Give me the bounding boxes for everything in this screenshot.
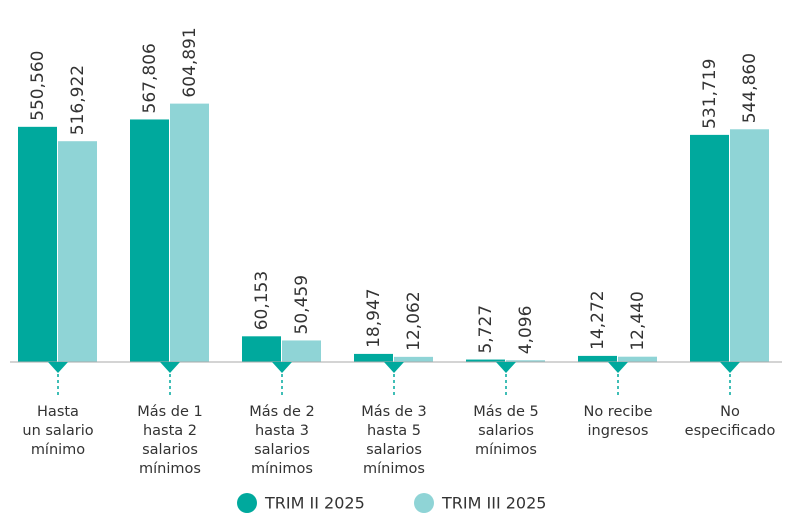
value-label: 604,891 — [180, 27, 200, 97]
value-label: 14,272 — [588, 290, 608, 349]
bar — [394, 356, 433, 362]
x-tick-label: Más de 5 — [473, 404, 539, 420]
x-tick-label: No — [720, 404, 740, 420]
legend-label: TRIM III 2025 — [441, 494, 546, 513]
value-label: 12,440 — [628, 291, 648, 350]
legend-swatch — [414, 493, 434, 513]
bar — [730, 129, 769, 362]
legend-label: TRIM II 2025 — [264, 494, 365, 513]
x-tick-label: especificado — [685, 423, 776, 439]
tick-marker — [608, 362, 628, 373]
value-label: 550,560 — [28, 51, 48, 121]
bar — [130, 119, 169, 362]
bar — [578, 355, 617, 362]
value-label: 60,153 — [252, 271, 272, 330]
legend-swatch — [237, 493, 257, 513]
value-label: 12,062 — [404, 291, 424, 350]
bar — [466, 359, 505, 362]
x-tick-label: salarios — [142, 442, 198, 458]
bar — [690, 134, 729, 362]
x-tick-label: salarios — [366, 442, 422, 458]
value-label: 4,096 — [516, 306, 536, 355]
value-label: 50,459 — [292, 275, 312, 334]
value-label: 531,719 — [700, 59, 720, 129]
x-tick-label: mínimos — [139, 461, 201, 477]
value-label: 5,727 — [476, 305, 496, 354]
bar — [354, 353, 393, 362]
tick-marker — [720, 362, 740, 373]
bar — [242, 336, 281, 362]
value-label: 567,806 — [140, 43, 160, 113]
x-tick-label: Hasta — [37, 404, 79, 420]
bar — [506, 360, 545, 362]
tick-marker — [48, 362, 68, 373]
x-tick-label: No recibe — [583, 404, 652, 420]
x-tick-label: mínimos — [251, 461, 313, 477]
x-tick-label: Más de 2 — [249, 404, 315, 420]
value-label: 18,947 — [364, 288, 384, 347]
bar — [18, 126, 57, 362]
tick-marker — [384, 362, 404, 373]
x-tick-label: mínimo — [31, 442, 85, 458]
tick-marker — [496, 362, 516, 373]
x-tick-label: hasta 5 — [367, 423, 421, 439]
value-label: 516,922 — [68, 65, 88, 135]
x-tick-label: ingresos — [588, 423, 649, 439]
x-tick-label: mínimos — [475, 442, 537, 458]
tick-marker — [272, 362, 292, 373]
x-tick-label: un salario — [22, 423, 93, 439]
x-tick-label: hasta 3 — [255, 423, 309, 439]
x-tick-label: mínimos — [363, 461, 425, 477]
x-tick-label: hasta 2 — [143, 423, 197, 439]
bar — [282, 340, 321, 362]
x-tick-label: Más de 3 — [361, 404, 427, 420]
bar — [618, 356, 657, 362]
x-tick-label: salarios — [254, 442, 310, 458]
bar — [58, 141, 97, 362]
x-tick-label: salarios — [478, 423, 534, 439]
bar — [170, 103, 209, 363]
value-label: 544,860 — [740, 53, 760, 123]
tick-marker — [160, 362, 180, 373]
x-tick-label: Más de 1 — [137, 404, 203, 420]
